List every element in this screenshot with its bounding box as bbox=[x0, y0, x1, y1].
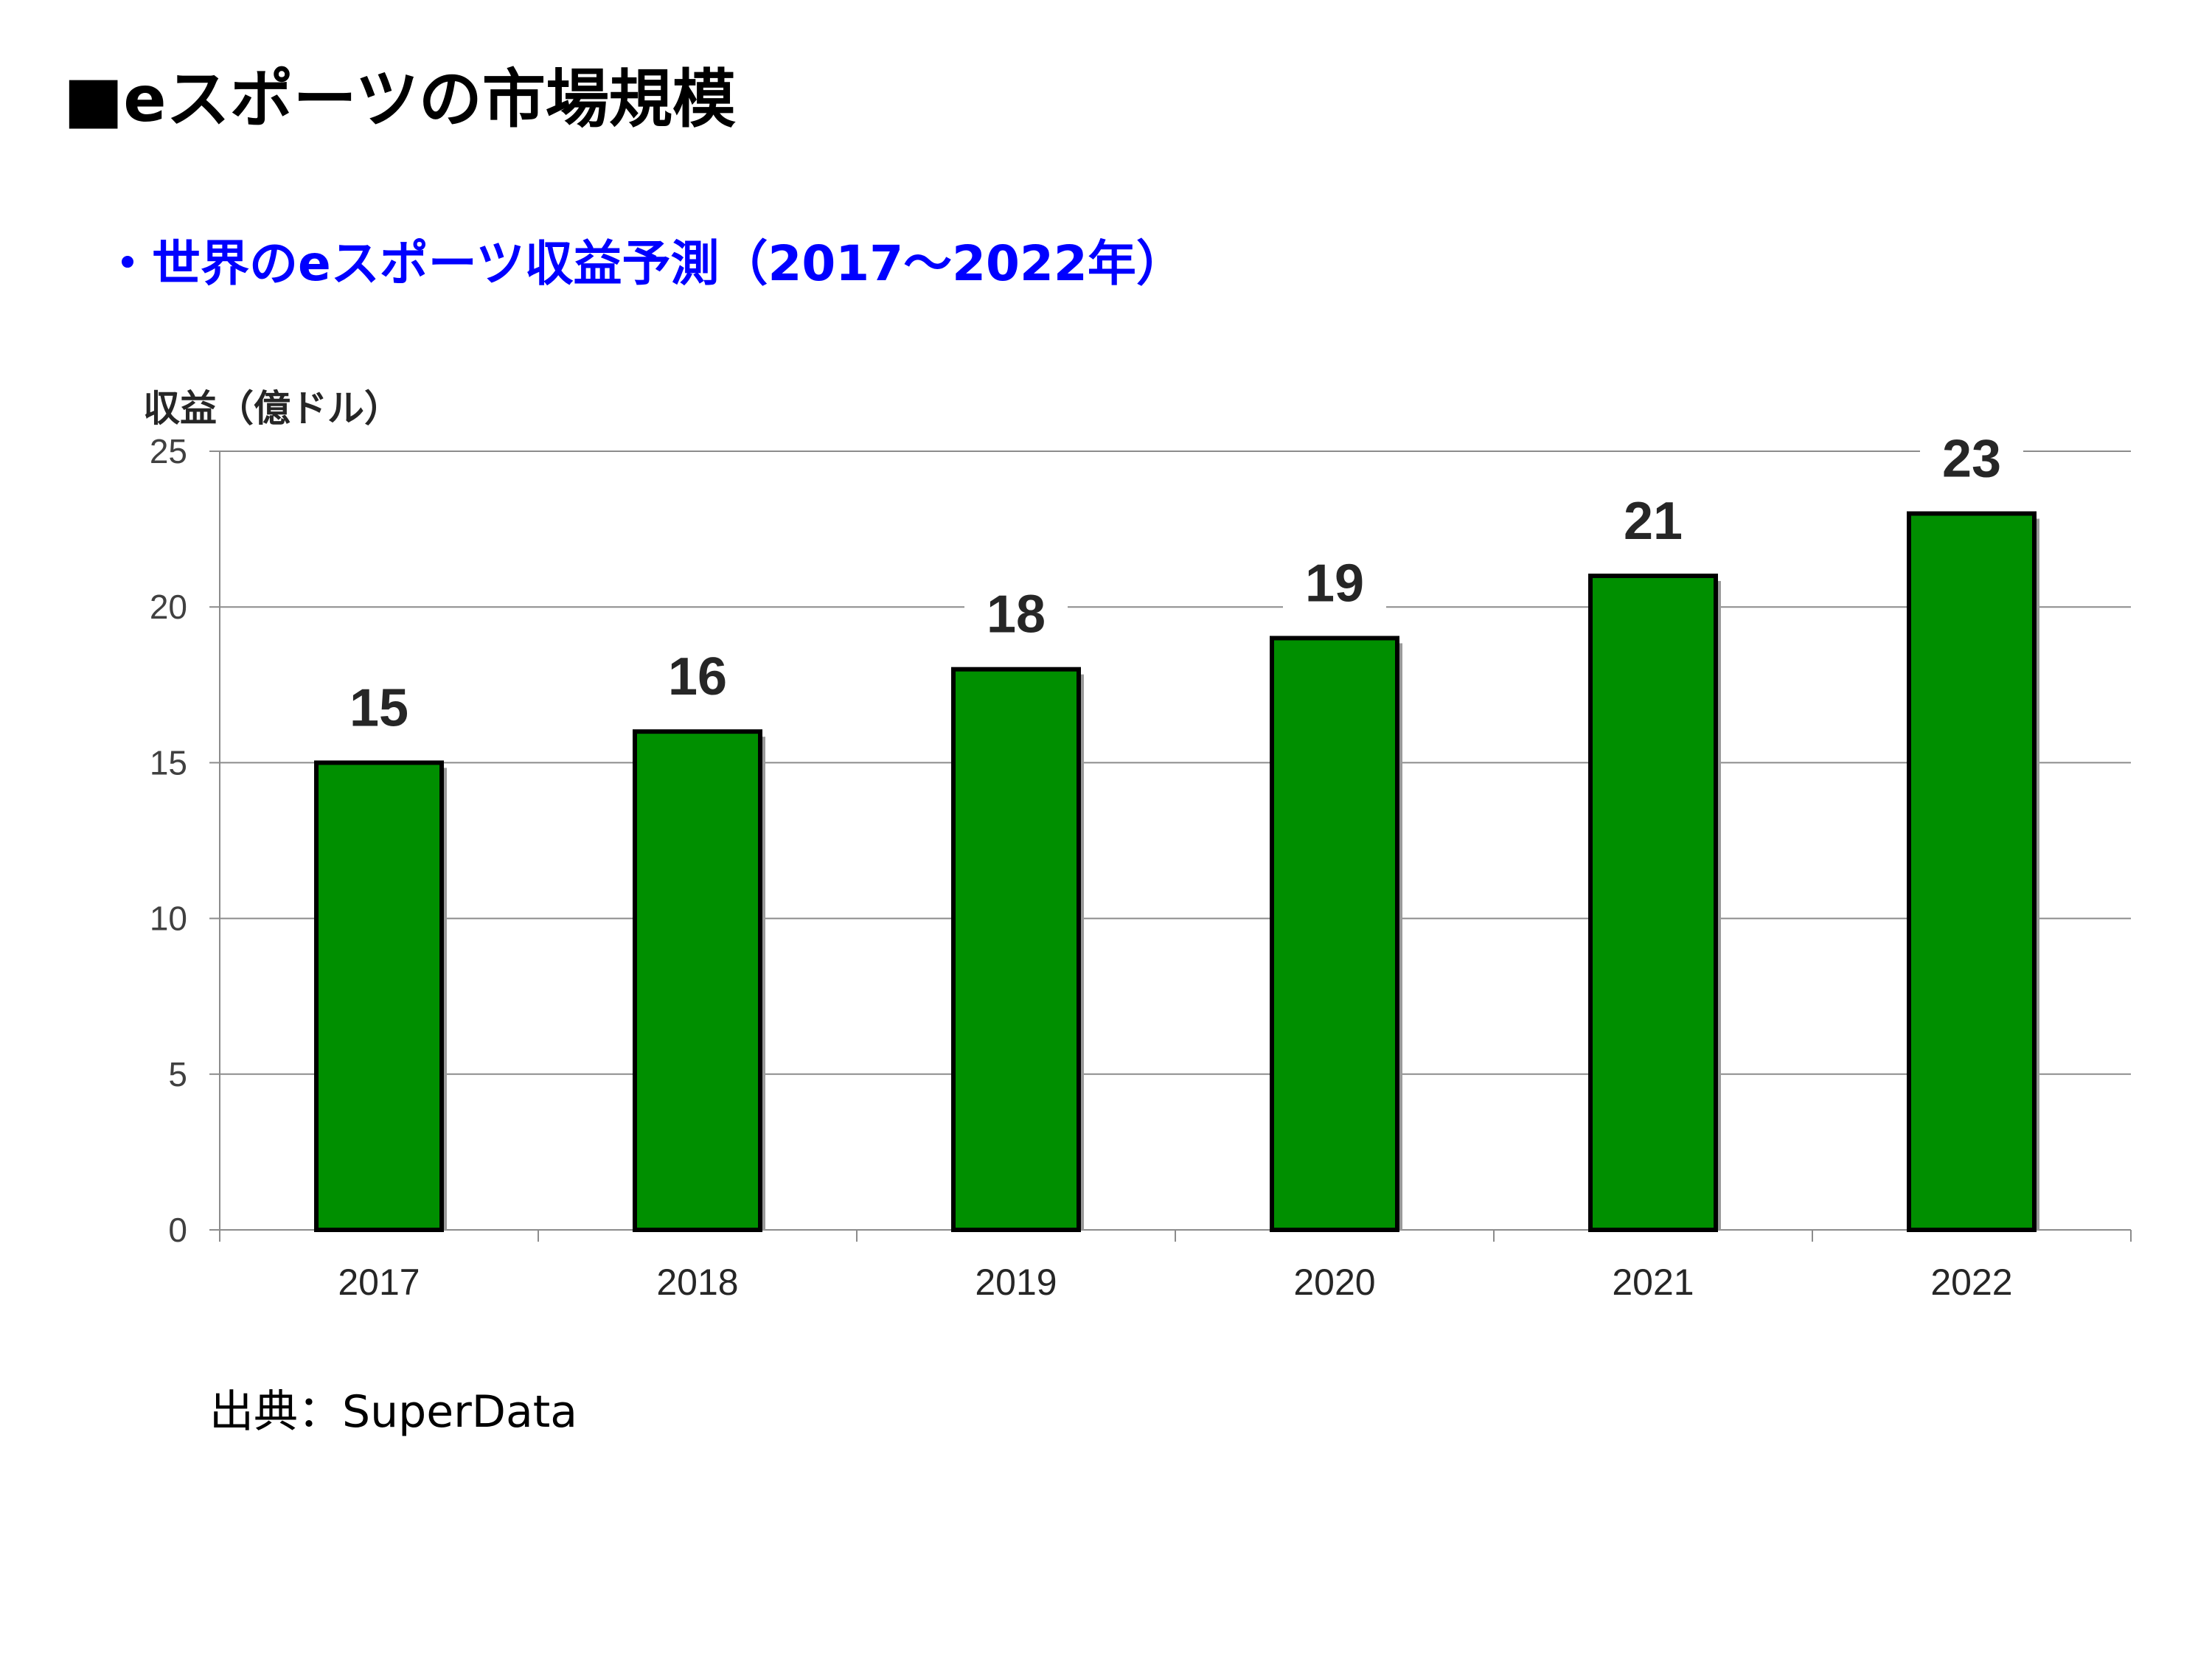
data-label-backdrop bbox=[1920, 426, 2023, 487]
bar bbox=[1907, 511, 2037, 1232]
y-tick-label: 20 bbox=[150, 588, 187, 626]
y-tick-label: 0 bbox=[168, 1211, 187, 1249]
axes: 0 5 10 15 20 25 2017 2018 2019 2020 2021 2022 bbox=[150, 432, 2132, 1303]
y-tick-label: 10 bbox=[150, 900, 187, 938]
x-tick-label: 2020 bbox=[1293, 1262, 1375, 1303]
data-label: 15 bbox=[349, 678, 408, 737]
x-tick-label: 2019 bbox=[975, 1262, 1057, 1303]
x-tick-label: 2018 bbox=[656, 1262, 738, 1303]
y-axis-title: 収益（億ドル） bbox=[143, 387, 401, 430]
data-label-backdrop bbox=[646, 644, 749, 706]
gridlines bbox=[220, 451, 2131, 1075]
data-label: 18 bbox=[987, 585, 1046, 644]
bar bbox=[1270, 636, 1399, 1232]
data-label-backdrop bbox=[964, 582, 1068, 643]
data-label-backdrop bbox=[1283, 551, 1386, 612]
data-label: 19 bbox=[1305, 554, 1364, 613]
x-tick-label: 2017 bbox=[338, 1262, 420, 1303]
y-tick-label: 25 bbox=[150, 432, 187, 470]
bar bbox=[633, 729, 762, 1232]
y-tick-label: 15 bbox=[150, 743, 187, 782]
chart-title: ・世界のeスポーツ収益予測（2017～2022年） bbox=[103, 235, 1185, 292]
bar bbox=[1588, 573, 1718, 1232]
bar bbox=[951, 667, 1081, 1232]
y-tick-label: 5 bbox=[168, 1055, 187, 1093]
bars bbox=[314, 511, 2039, 1232]
slide-title: ■eスポーツの市場規模 bbox=[63, 63, 736, 136]
data-label: 23 bbox=[1942, 429, 2001, 488]
x-tick-label: 2021 bbox=[1612, 1262, 1694, 1303]
x-tick-label: 2022 bbox=[1930, 1262, 2012, 1303]
data-label: 16 bbox=[668, 647, 727, 706]
data-label-backdrop bbox=[1601, 488, 1705, 549]
data-labels: 15 16 18 19 21 23 bbox=[327, 426, 2023, 737]
data-label-backdrop bbox=[327, 675, 431, 737]
source-note: 出典：SuperData bbox=[209, 1386, 578, 1438]
data-label: 21 bbox=[1624, 492, 1683, 551]
bar bbox=[314, 760, 444, 1232]
